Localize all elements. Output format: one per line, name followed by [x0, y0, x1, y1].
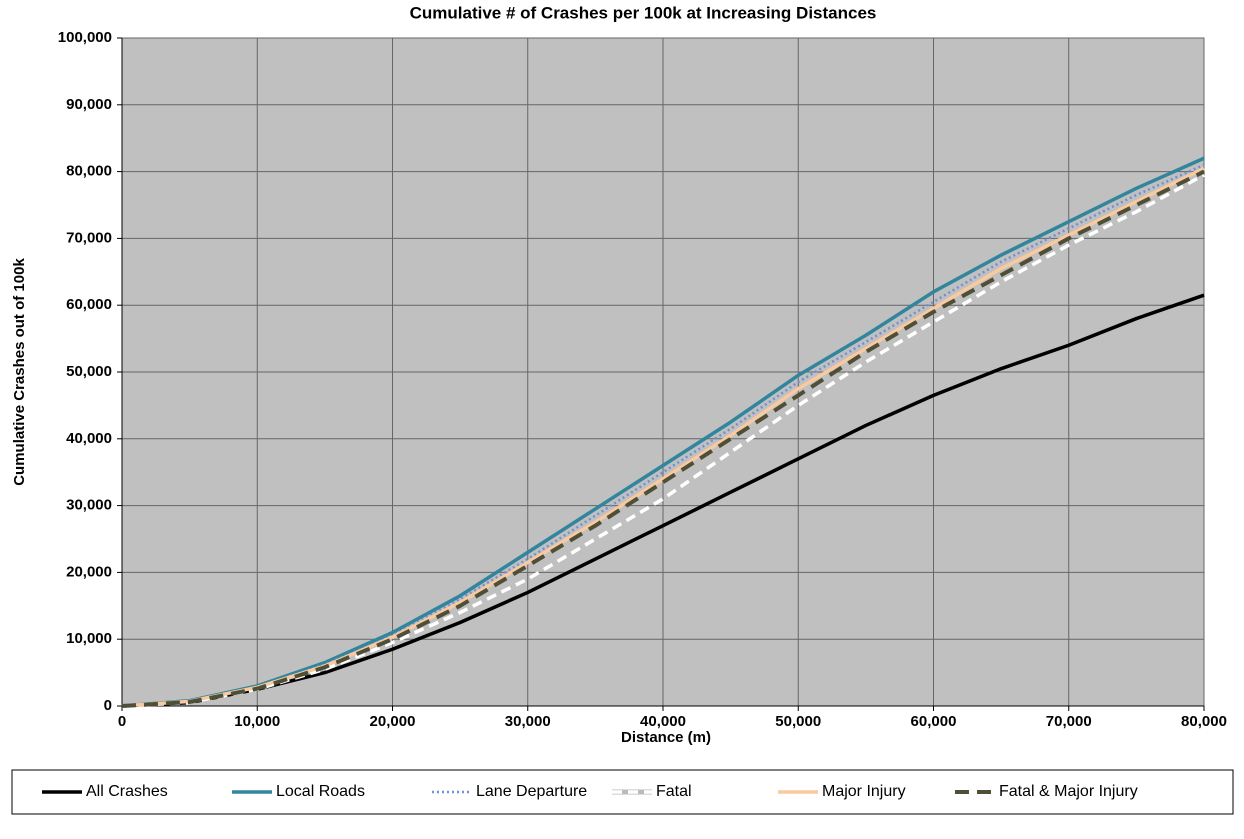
y-tick-label: 10,000 [66, 630, 112, 647]
y-tick-label: 50,000 [66, 363, 112, 380]
legend-label: All Crashes [86, 783, 168, 800]
y-tick-label: 70,000 [66, 229, 112, 246]
series-line [121, 163, 1205, 708]
chart-title: Cumulative # of Crashes per 100k at Incr… [410, 3, 877, 22]
y-tick-label: 80,000 [66, 163, 112, 180]
x-tick-label: 20,000 [370, 713, 416, 730]
legend-label: Local Roads [276, 783, 365, 800]
x-tick-label: 40,000 [640, 713, 686, 730]
legend-label: Fatal & Major Injury [999, 783, 1138, 800]
x-axis-label: Distance (m) [621, 729, 711, 746]
series-line [121, 156, 1205, 708]
y-axis-label: Cumulative Crashes out of 100k [11, 258, 28, 486]
x-tick-label: 30,000 [505, 713, 551, 730]
x-tick-label: 80,000 [1181, 713, 1227, 730]
legend-label: Major Injury [822, 783, 906, 800]
x-tick-label: 0 [118, 713, 126, 730]
x-tick-label: 10,000 [234, 713, 280, 730]
legend-label: Lane Departure [476, 783, 587, 800]
y-tick-label: 100,000 [58, 29, 112, 46]
y-tick-label: 90,000 [66, 96, 112, 113]
x-tick-label: 70,000 [1046, 713, 1092, 730]
y-tick-label: 60,000 [66, 296, 112, 313]
y-tick-label: 30,000 [66, 497, 112, 514]
series-line [121, 293, 1205, 708]
series-line [121, 169, 1205, 708]
x-tick-label: 60,000 [911, 713, 957, 730]
x-tick-label: 50,000 [775, 713, 821, 730]
y-tick-label: 0 [104, 697, 112, 714]
y-tick-label: 20,000 [66, 563, 112, 580]
y-tick-label: 40,000 [66, 430, 112, 447]
legend-label: Fatal [656, 783, 692, 800]
